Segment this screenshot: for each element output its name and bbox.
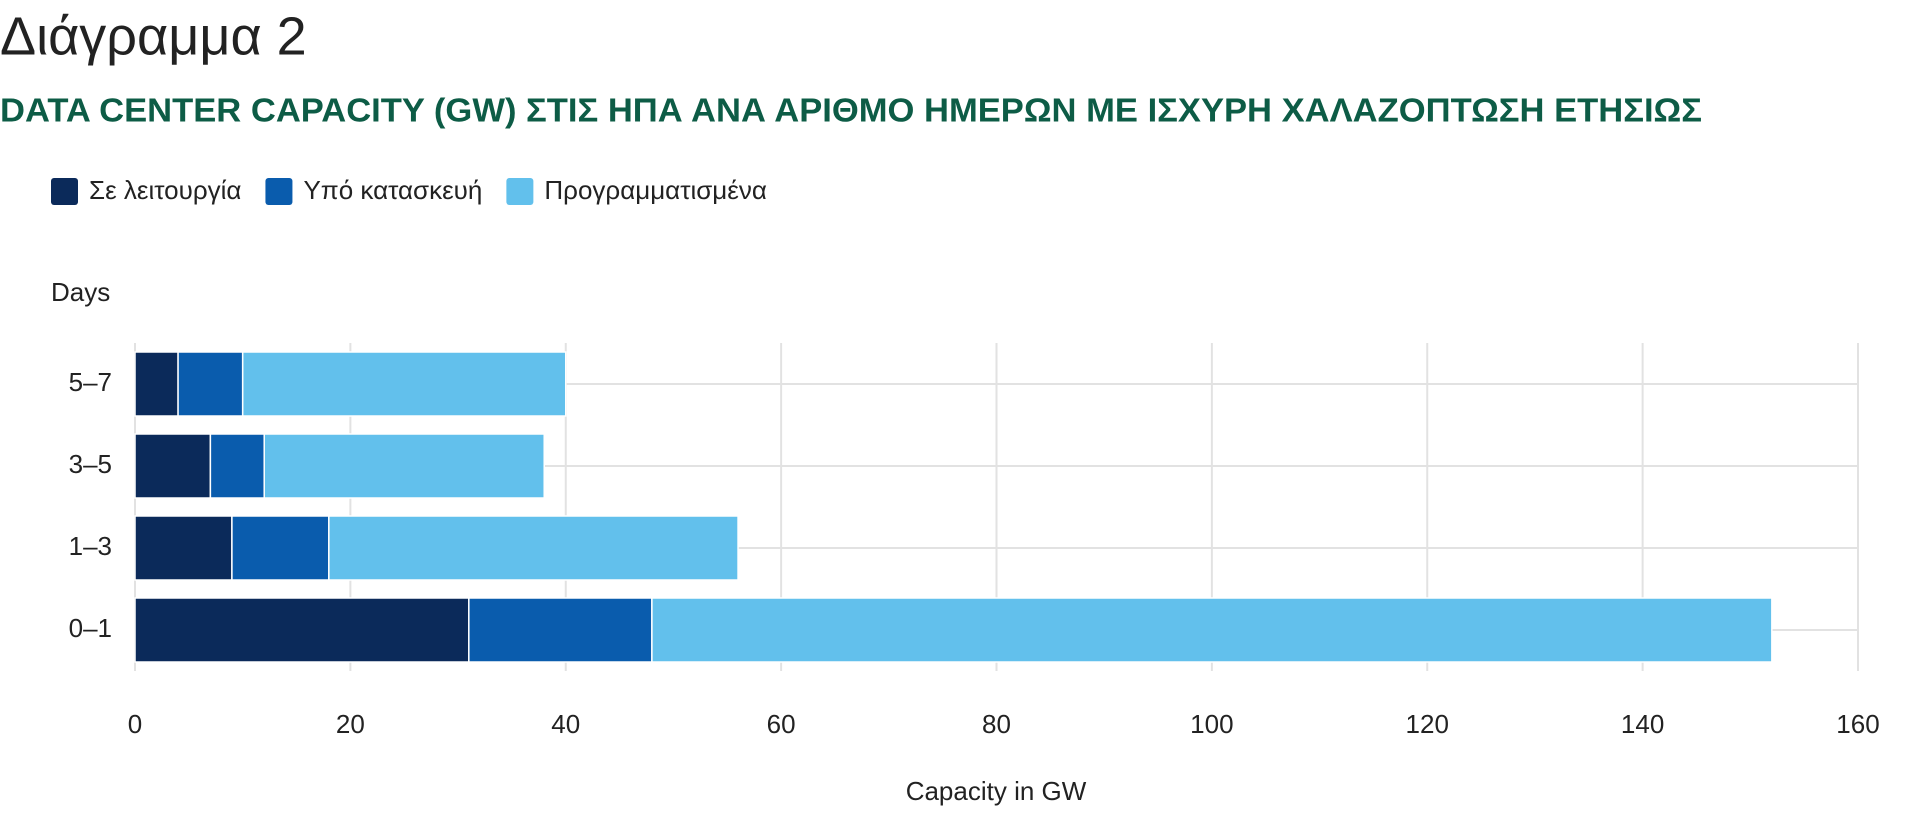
x-tick-label: 0 bbox=[128, 709, 142, 739]
bar-segment bbox=[651, 597, 1773, 663]
bar-segment bbox=[263, 433, 545, 499]
x-tick-label: 140 bbox=[1621, 709, 1664, 739]
legend-label: Σε λειτουργία bbox=[89, 175, 241, 205]
legend-label: Υπό κατασκευή bbox=[303, 175, 482, 205]
y-tick-label: 1–3 bbox=[69, 531, 112, 561]
bar-segment bbox=[134, 433, 212, 499]
x-axis-title: Capacity in GW bbox=[906, 776, 1087, 806]
y-tick-label: 3–5 bbox=[69, 449, 112, 479]
x-tick-label: 20 bbox=[336, 709, 365, 739]
x-tick-label: 120 bbox=[1406, 709, 1449, 739]
y-axis-title: Days bbox=[51, 277, 110, 307]
legend-swatch bbox=[265, 178, 293, 205]
bar-segment bbox=[231, 515, 330, 581]
bar-segment bbox=[328, 515, 739, 581]
bar-segment bbox=[209, 433, 265, 499]
bar-segment bbox=[134, 351, 179, 417]
x-tick-label: 160 bbox=[1836, 709, 1879, 739]
bar-segment bbox=[177, 351, 244, 417]
chart-title: Διάγραμμα 2 bbox=[0, 6, 307, 66]
legend-label: Προγραμματισμένα bbox=[544, 175, 767, 205]
x-tick-label: 60 bbox=[767, 709, 796, 739]
legend-swatch bbox=[51, 178, 78, 205]
y-tick-label: 5–7 bbox=[69, 367, 112, 397]
y-tick-label: 0–1 bbox=[69, 613, 112, 643]
bar-segment bbox=[134, 597, 470, 663]
x-tick-label: 100 bbox=[1190, 709, 1233, 739]
legend-swatch bbox=[506, 178, 534, 205]
x-tick-label: 80 bbox=[982, 709, 1011, 739]
bar-segment bbox=[134, 515, 233, 581]
bar-segment bbox=[468, 597, 653, 663]
bar-segment bbox=[241, 351, 567, 417]
chart-subtitle: DATA CENTER CAPACITY (GW) ΣΤΙΣ ΗΠΑ ΑΝΑ Α… bbox=[0, 92, 1702, 129]
x-tick-label: 40 bbox=[551, 709, 580, 739]
